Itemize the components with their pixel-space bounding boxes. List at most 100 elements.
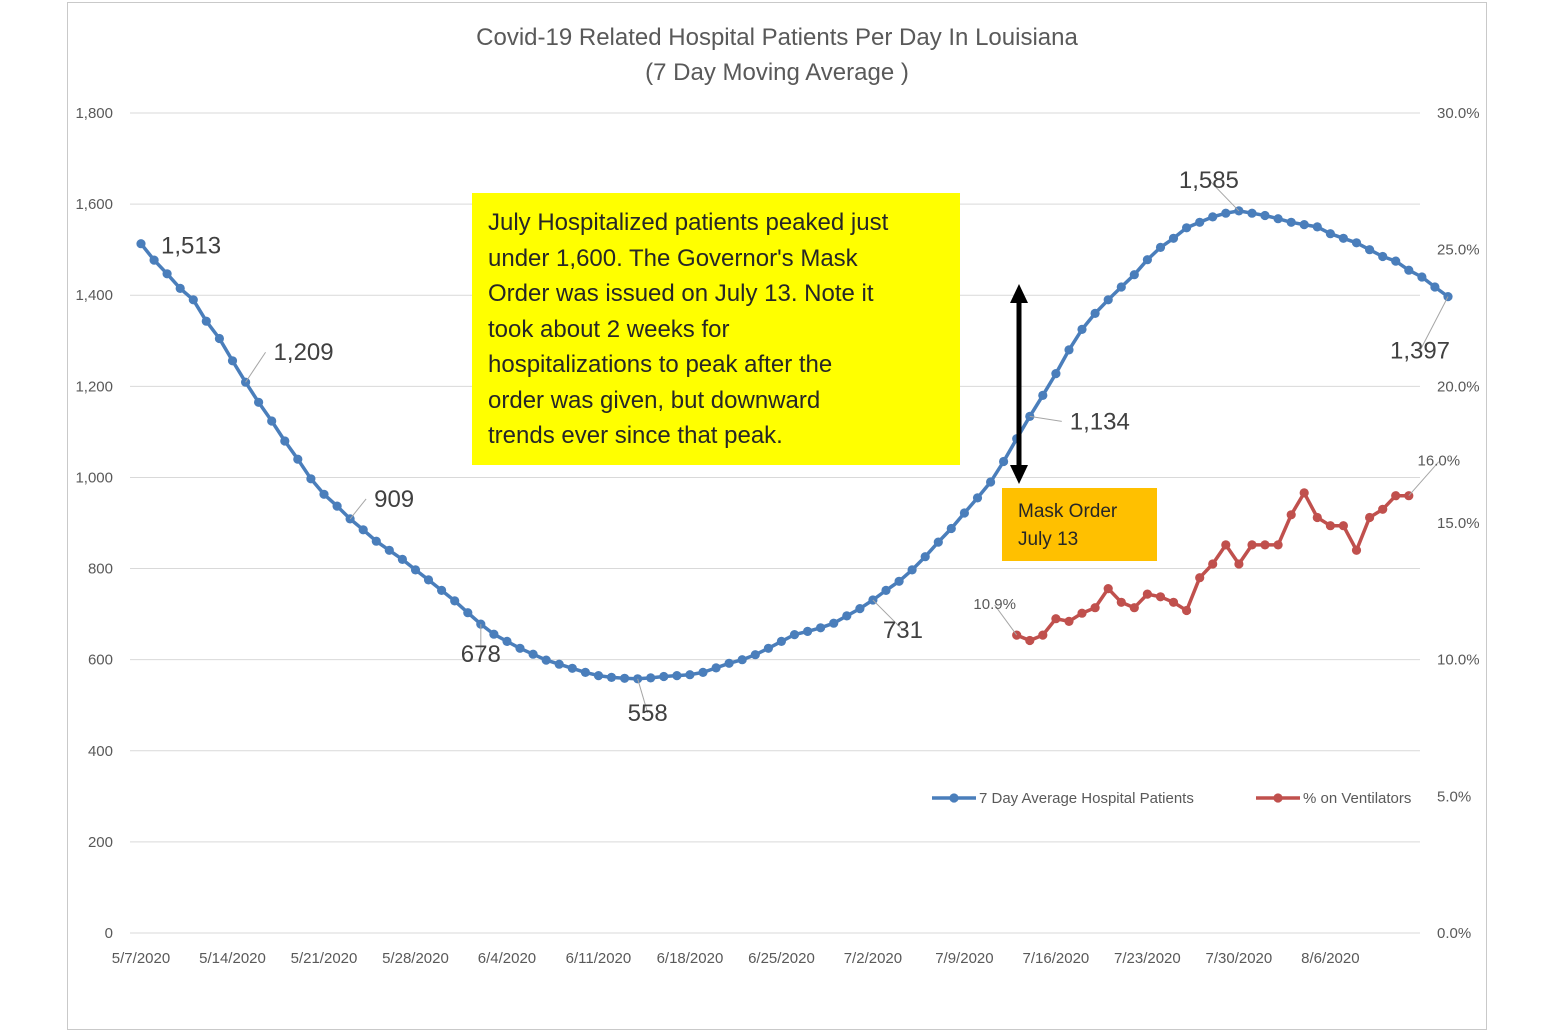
data-point (489, 629, 499, 639)
x-tick-label: 6/18/2020 (657, 950, 724, 967)
data-point (1155, 242, 1166, 252)
chart-frame (67, 2, 1487, 1030)
data-point (450, 596, 460, 606)
data-point (280, 436, 290, 446)
data-point (1299, 220, 1309, 230)
data-point (620, 673, 630, 683)
data-point (593, 671, 604, 681)
data-point (1338, 233, 1348, 243)
data-point (410, 565, 421, 575)
x-tick-label: 7/2/2020 (844, 950, 902, 967)
data-point (1116, 282, 1126, 292)
y-right-tick-label: 5.0% (1437, 788, 1471, 805)
data-point (1247, 208, 1257, 218)
data-point (149, 255, 159, 265)
data-point (711, 663, 721, 673)
data-point (1116, 597, 1126, 607)
data-point (1168, 233, 1179, 243)
y-left-tick-label: 1,400 (75, 287, 113, 304)
data-point (1351, 545, 1362, 555)
data-point (1182, 223, 1192, 233)
data-point (1273, 540, 1283, 550)
note-line: Order was issued on July 13. Note it (488, 280, 874, 307)
x-tick-label: 6/11/2020 (566, 950, 632, 967)
y-left-tick-label: 600 (88, 652, 113, 669)
data-point (1103, 584, 1113, 594)
data-point (293, 454, 303, 464)
data-point (476, 619, 486, 629)
data-point (371, 536, 381, 546)
data-label: 1,134 (1070, 408, 1130, 435)
data-point (1260, 540, 1270, 550)
label-leader-line (349, 498, 367, 520)
data-point (1038, 630, 1048, 640)
data-label: 1,397 (1390, 338, 1450, 365)
data-label: 731 (883, 617, 923, 644)
data-point (1051, 369, 1061, 379)
data-point (175, 283, 185, 293)
data-point (319, 489, 329, 499)
data-point (1325, 229, 1335, 239)
data-point (1286, 510, 1296, 520)
data-point (816, 623, 826, 633)
data-point (1182, 605, 1192, 616)
data-label: 16.0% (1418, 453, 1461, 470)
data-point (776, 636, 787, 647)
data-point (1273, 214, 1283, 224)
label-leader-line (1208, 179, 1240, 212)
data-point (1077, 608, 1087, 618)
data-point (1129, 270, 1139, 280)
data-point (672, 671, 682, 681)
x-tick-label: 6/4/2020 (478, 950, 536, 967)
mask-order-box: Mask Order July 13 (1002, 488, 1157, 561)
data-point (437, 585, 447, 596)
data-point (1090, 308, 1100, 318)
data-point (332, 501, 342, 511)
data-point (1391, 491, 1401, 501)
data-point (1247, 540, 1257, 550)
data-point (946, 523, 956, 534)
data-point (1286, 217, 1296, 227)
x-tick-label: 7/16/2020 (1023, 950, 1090, 967)
data-point (855, 604, 865, 614)
arrow-head-up (1010, 284, 1028, 303)
y-right-tick-label: 20.0% (1437, 378, 1480, 395)
data-point (1208, 559, 1218, 569)
data-point (528, 649, 538, 659)
annotation-note-box: July Hospitalized patients peaked just u… (472, 193, 960, 465)
data-point (803, 626, 813, 637)
data-point (972, 493, 983, 503)
data-point (567, 663, 577, 673)
legend-label: 7 Day Average Hospital Patients (979, 790, 1194, 807)
data-point (685, 670, 695, 680)
label-leader-line (1029, 415, 1062, 422)
y-left-tick-label: 1,200 (75, 378, 113, 395)
data-point (188, 295, 198, 305)
data-point (1090, 603, 1100, 613)
label-leader-line (1408, 461, 1440, 496)
note-line: hospitalizations to peak after the (488, 351, 833, 378)
y-right-tick-label: 0.0% (1437, 925, 1471, 942)
data-point (306, 474, 316, 484)
data-point (214, 333, 224, 344)
data-point (1378, 504, 1388, 514)
data-point (1077, 324, 1087, 334)
data-point (136, 239, 146, 249)
y-left-tick-label: 0 (105, 925, 113, 942)
x-tick-label: 5/14/2020 (199, 950, 266, 967)
data-point (1142, 255, 1152, 265)
y-right-tick-label: 30.0% (1437, 105, 1480, 122)
data-label: 1,513 (161, 233, 221, 260)
data-point (724, 658, 734, 668)
data-point (227, 356, 238, 366)
data-label: 558 (628, 700, 668, 727)
data-point (201, 316, 211, 326)
x-tick-label: 7/23/2020 (1114, 950, 1181, 967)
data-label: 678 (461, 641, 501, 668)
data-point (1012, 630, 1022, 640)
data-point (554, 659, 564, 669)
data-point (502, 636, 512, 647)
mask-order-line: July 13 (1018, 529, 1079, 550)
data-point (1064, 616, 1074, 627)
data-point (384, 545, 394, 555)
